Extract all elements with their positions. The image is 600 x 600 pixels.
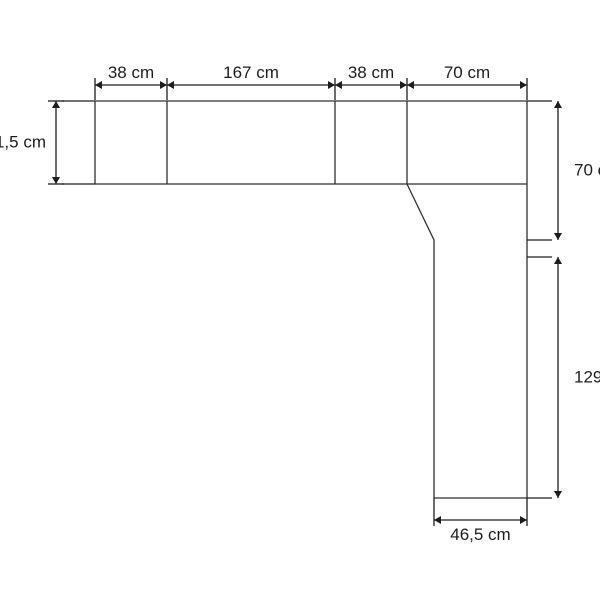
arrowhead [400, 81, 407, 89]
dim-top-label-2: 38 cm [348, 63, 394, 82]
arrowhead [554, 491, 562, 498]
arrowhead [554, 233, 562, 240]
arrowhead [160, 81, 167, 89]
dim-top-label-3: 70 cm [444, 63, 490, 82]
dim-top-label-0: 38 cm [108, 63, 154, 82]
arrowhead [52, 101, 60, 108]
arrowhead [328, 81, 335, 89]
desk-outline [95, 101, 527, 498]
arrowhead [335, 81, 342, 89]
arrowhead [520, 81, 527, 89]
arrowhead [407, 81, 414, 89]
dim-bottom-label: 46,5 cm [450, 525, 510, 544]
arrowhead [52, 177, 60, 184]
arrowhead [554, 101, 562, 108]
arrowhead [167, 81, 174, 89]
dim-right-2-label: 129 cm [574, 368, 600, 387]
dim-left-label: 41,5 cm [0, 133, 46, 152]
arrowhead [434, 516, 441, 524]
arrowhead [95, 81, 102, 89]
arrowhead [554, 257, 562, 264]
dim-right-1-label: 70 cm [574, 161, 600, 180]
arrowhead [520, 516, 527, 524]
dim-top-label-1: 167 cm [223, 63, 279, 82]
